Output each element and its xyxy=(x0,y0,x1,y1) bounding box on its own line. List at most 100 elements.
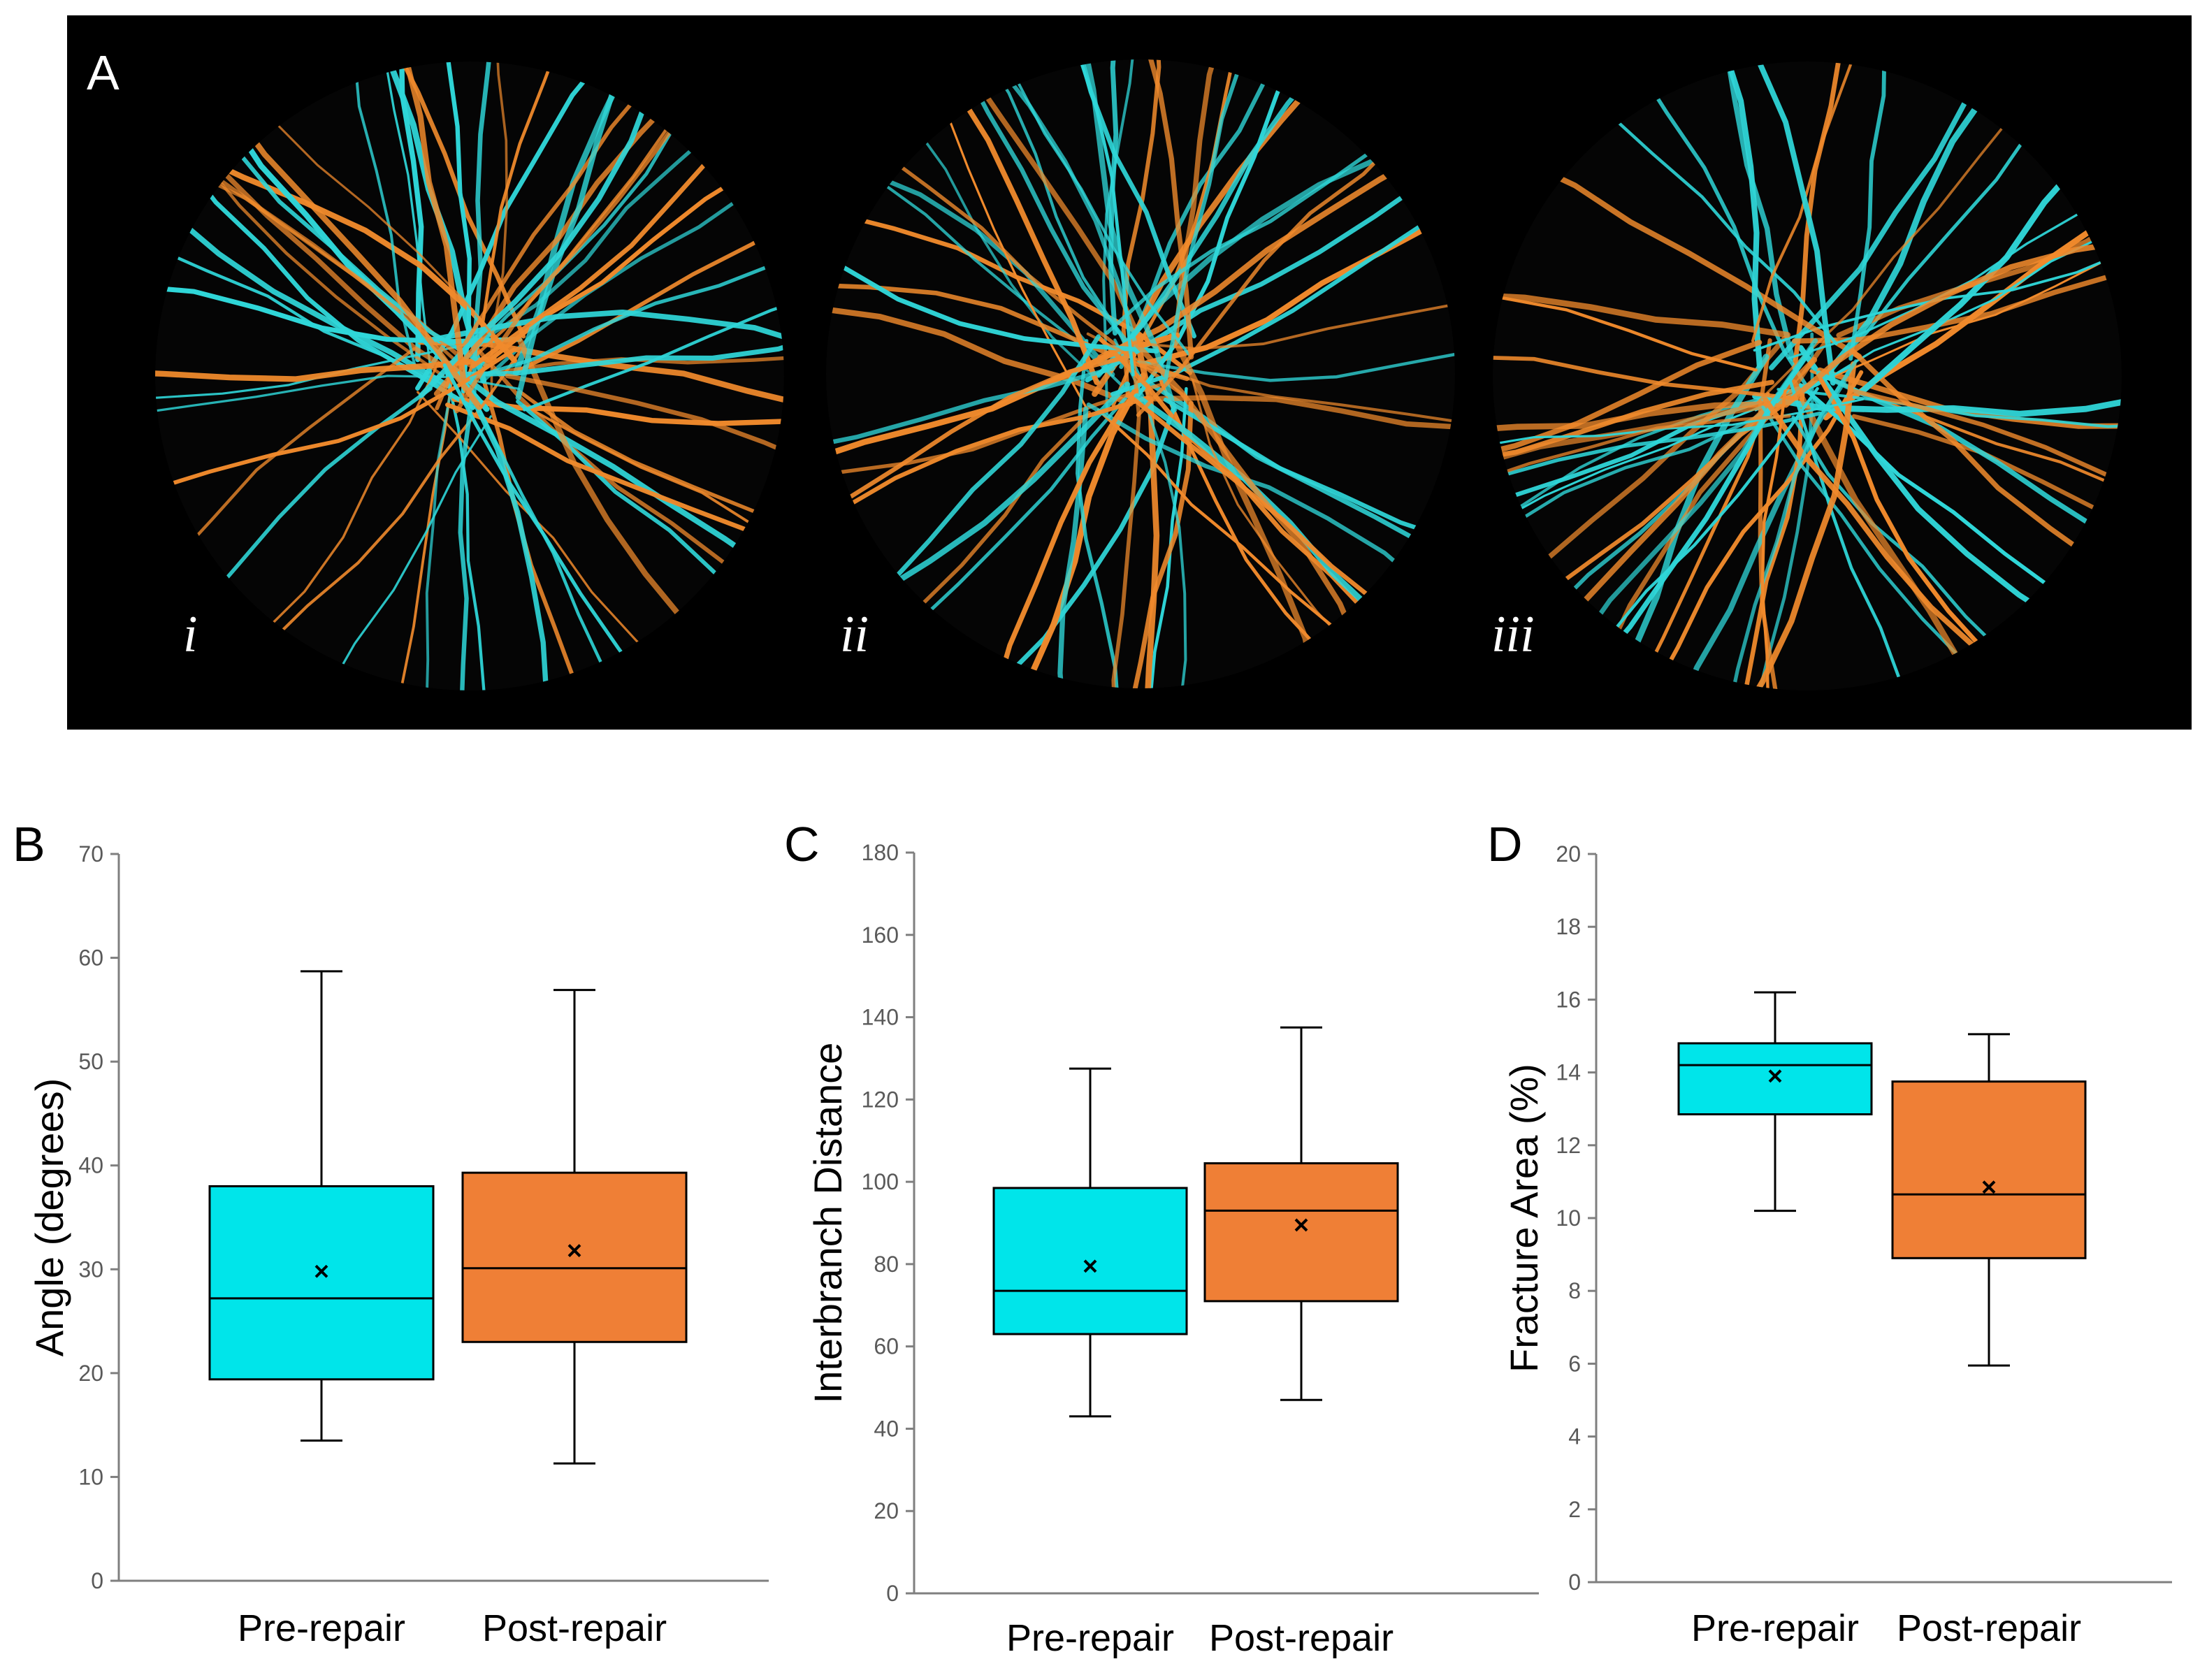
y-tick-label: 0 xyxy=(1568,1570,1581,1595)
y-tick-label: 60 xyxy=(78,946,103,971)
fiber xyxy=(490,61,509,407)
fiber xyxy=(953,59,1138,349)
fiber xyxy=(415,61,617,391)
fiber xyxy=(1851,414,2122,575)
micrograph-i xyxy=(155,61,784,690)
iqr-box xyxy=(992,1187,1188,1335)
fiber xyxy=(1493,342,1799,401)
fiber xyxy=(1629,61,1822,408)
fiber xyxy=(443,362,500,690)
fiber xyxy=(925,59,1127,342)
fiber xyxy=(1121,59,1161,398)
panel-a: A i ii iii xyxy=(67,15,2192,730)
mean-marker xyxy=(314,1264,328,1278)
category-label: Post-repair xyxy=(482,1607,667,1649)
fiber xyxy=(398,61,424,363)
fiber xyxy=(826,382,1164,481)
fiber xyxy=(442,363,659,690)
panel-b: B 0 10 20 30 40 50 60 70 Angle (degrees) Pre-repai… xyxy=(13,817,769,1649)
iqr-box xyxy=(208,1185,435,1381)
y-tick-label: 40 xyxy=(78,1153,103,1178)
micrograph-ii xyxy=(826,59,1455,688)
box-post-repair xyxy=(1203,1026,1399,1401)
fiber xyxy=(417,391,688,686)
fiber xyxy=(1086,403,1438,598)
fiber xyxy=(433,82,690,397)
fiber xyxy=(1751,61,1890,342)
fiber xyxy=(1848,61,1895,361)
fiber xyxy=(448,398,475,690)
fiber xyxy=(487,354,784,375)
fiber xyxy=(523,274,784,412)
box-pre-repair xyxy=(1677,991,1873,1212)
fiber xyxy=(1117,59,1194,360)
fiber xyxy=(1493,414,1791,498)
box-post-repair xyxy=(1891,1033,2087,1367)
fiber xyxy=(442,359,783,579)
fiber xyxy=(390,61,466,381)
box-post-repair xyxy=(461,989,688,1465)
mean-marker xyxy=(567,1244,581,1257)
panel-c: C 0 20 40 60 80 100 120 140 160 180 Interbranch Dis… xyxy=(784,817,1539,1659)
fiber xyxy=(1797,345,2078,634)
box-pre-repair xyxy=(992,1067,1188,1418)
y-tick-label: 80 xyxy=(874,1252,899,1277)
y-tick-label: 0 xyxy=(886,1581,899,1606)
y-tick-label: 4 xyxy=(1568,1424,1581,1449)
fiber xyxy=(222,98,482,410)
y-tick-label: 14 xyxy=(1556,1060,1581,1085)
fiber xyxy=(1136,124,1412,417)
mean-marker xyxy=(1294,1218,1308,1232)
fiber xyxy=(505,373,784,507)
mean-marker xyxy=(1982,1180,1996,1194)
fiber xyxy=(155,356,497,382)
iqr-box xyxy=(461,1171,688,1343)
fiber xyxy=(1783,237,2122,408)
fiber xyxy=(1776,388,2122,428)
fiber xyxy=(419,76,658,398)
fiber xyxy=(1493,273,1758,372)
sublabel-iii: iii xyxy=(1491,606,1535,663)
y-tick-label: 30 xyxy=(78,1257,103,1282)
fiber xyxy=(1852,389,2122,518)
y-tick-label: 20 xyxy=(874,1498,899,1523)
y-tick-label: 16 xyxy=(1556,987,1581,1012)
y-axis-label: Angle (degrees) xyxy=(27,1078,71,1356)
y-tick-label: 18 xyxy=(1556,914,1581,939)
y-tick-label: 120 xyxy=(862,1087,899,1112)
y-tick-label: 40 xyxy=(874,1416,899,1441)
fiber xyxy=(1726,361,1857,690)
fiber xyxy=(1724,61,1836,386)
y-tick-label: 6 xyxy=(1568,1351,1581,1376)
y-tick-label: 8 xyxy=(1568,1278,1581,1303)
fiber xyxy=(1132,340,1369,668)
fiber xyxy=(1493,379,1774,481)
fiber xyxy=(1512,154,1862,359)
fiber xyxy=(173,147,476,410)
fiber xyxy=(451,396,784,431)
panel-a-label: A xyxy=(87,45,120,100)
y-axis-label: Interbranch Distance xyxy=(806,1043,850,1404)
fiber xyxy=(1050,59,1135,377)
fiber xyxy=(518,390,784,579)
iqr-box xyxy=(1891,1080,2087,1259)
category-label: Post-repair xyxy=(1209,1617,1394,1659)
y-tick-label: 20 xyxy=(78,1361,103,1386)
y-tick-label: 2 xyxy=(1568,1497,1581,1522)
fiber xyxy=(465,386,564,690)
fiber xyxy=(1493,279,1791,338)
y-tick-label: 10 xyxy=(1556,1205,1581,1231)
fiber xyxy=(1141,395,1455,445)
y-tick-label: 10 xyxy=(78,1464,103,1489)
y-tick-label: 20 xyxy=(1556,841,1581,867)
panel-d: D 0 2 4 6 8 10 12 14 16 18 20 Fracture Area (%) Pre-r… xyxy=(1487,817,2172,1649)
y-tick-label: 180 xyxy=(862,840,899,865)
fiber xyxy=(1760,389,1787,690)
fiber xyxy=(1584,347,1814,680)
fiber xyxy=(1705,61,1763,368)
fiber xyxy=(369,61,433,375)
sublabel-ii: ii xyxy=(840,606,869,663)
fiber xyxy=(522,403,784,586)
fiber xyxy=(155,340,484,399)
